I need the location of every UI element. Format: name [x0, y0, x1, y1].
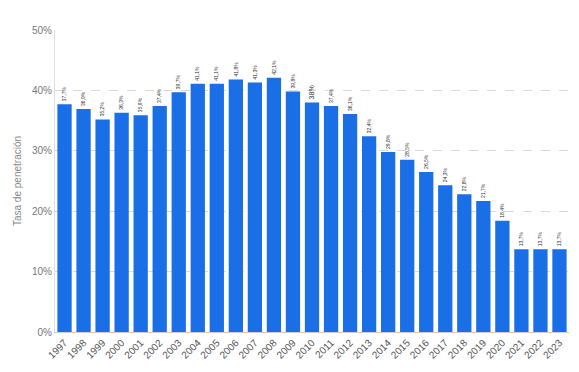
svg-text:35,9%: 35,9%	[137, 97, 143, 112]
svg-text:37,7%: 37,7%	[61, 87, 67, 102]
svg-text:37,4%: 37,4%	[156, 88, 162, 103]
svg-text:1997: 1997	[46, 337, 70, 361]
svg-text:2001: 2001	[122, 337, 146, 361]
svg-text:39,8%: 39,8%	[290, 74, 296, 89]
svg-text:2020: 2020	[484, 337, 508, 361]
svg-text:2018: 2018	[446, 337, 470, 361]
svg-text:21,7%: 21,7%	[480, 183, 486, 198]
svg-text:20%: 20%	[32, 206, 52, 217]
svg-text:41,8%: 41,8%	[233, 62, 239, 77]
svg-text:2012: 2012	[332, 337, 356, 361]
svg-text:36,3%: 36,3%	[118, 95, 124, 110]
svg-text:2008: 2008	[255, 337, 279, 361]
svg-text:1998: 1998	[65, 337, 89, 361]
svg-text:0%: 0%	[38, 327, 53, 338]
svg-text:13,7%: 13,7%	[537, 231, 543, 246]
svg-text:24,3%: 24,3%	[442, 167, 448, 182]
svg-text:2004: 2004	[179, 337, 203, 361]
svg-text:40%: 40%	[32, 85, 52, 96]
svg-text:2003: 2003	[160, 337, 184, 361]
svg-text:30%: 30%	[32, 145, 52, 156]
svg-text:36,1%: 36,1%	[347, 96, 353, 111]
svg-text:13,7%: 13,7%	[518, 231, 524, 246]
svg-text:2010: 2010	[293, 337, 317, 361]
svg-text:41,1%: 41,1%	[213, 66, 219, 81]
svg-text:2022: 2022	[522, 337, 546, 361]
svg-text:13,7%: 13,7%	[556, 231, 562, 246]
svg-text:2007: 2007	[236, 337, 260, 361]
svg-text:41,1%: 41,1%	[194, 66, 200, 81]
svg-text:2016: 2016	[408, 337, 432, 361]
svg-text:2017: 2017	[427, 337, 451, 361]
svg-text:22,8%: 22,8%	[461, 177, 467, 192]
svg-text:50%: 50%	[32, 25, 52, 36]
svg-text:2019: 2019	[465, 337, 489, 361]
svg-text:32,4%: 32,4%	[366, 119, 372, 134]
svg-text:2014: 2014	[370, 337, 394, 361]
svg-text:37,4%: 37,4%	[328, 88, 334, 103]
svg-text:29,8%: 29,8%	[385, 134, 391, 149]
svg-text:35,2%: 35,2%	[99, 102, 105, 117]
svg-text:10%: 10%	[32, 266, 52, 277]
svg-text:28,5%: 28,5%	[404, 142, 410, 157]
svg-text:Tasa de penetración: Tasa de penetración	[12, 136, 23, 226]
svg-text:26,5%: 26,5%	[423, 154, 429, 169]
svg-text:2000: 2000	[103, 337, 127, 361]
svg-text:2006: 2006	[217, 337, 241, 361]
svg-text:2021: 2021	[503, 337, 527, 361]
svg-text:39,7%: 39,7%	[175, 74, 181, 89]
svg-text:38%: 38%	[308, 85, 316, 100]
svg-text:36,9%: 36,9%	[80, 91, 86, 106]
svg-text:41,3%: 41,3%	[252, 65, 258, 80]
svg-text:2015: 2015	[389, 337, 413, 361]
svg-text:2009: 2009	[274, 337, 298, 361]
svg-text:2023: 2023	[541, 337, 565, 361]
svg-text:42,1%: 42,1%	[271, 60, 277, 75]
svg-text:18,4%: 18,4%	[499, 203, 505, 218]
svg-text:2011: 2011	[313, 337, 336, 360]
svg-text:2013: 2013	[351, 337, 375, 361]
svg-text:1999: 1999	[84, 337, 108, 361]
svg-text:2002: 2002	[141, 337, 165, 361]
svg-text:2005: 2005	[198, 337, 222, 361]
